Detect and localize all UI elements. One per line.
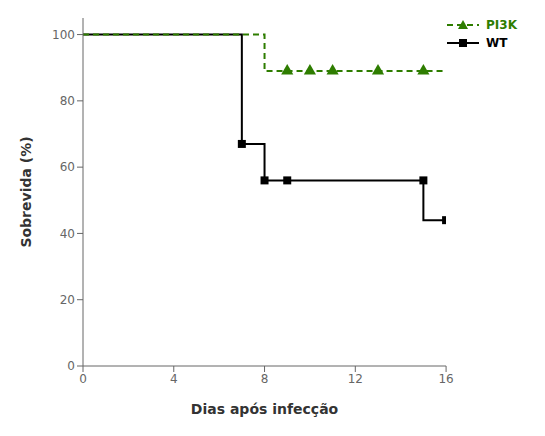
html-text:PI3K: PI3K	[486, 18, 517, 32]
svg-text:0: 0	[67, 359, 75, 373]
svg-text:16: 16	[438, 372, 453, 386]
svg-text:4: 4	[170, 372, 178, 386]
svg-text:20: 20	[60, 293, 75, 307]
html-text:WT: WT	[486, 36, 508, 50]
svg-text:0: 0	[79, 372, 87, 386]
svg-text:100: 100	[52, 28, 75, 42]
svg-text:12: 12	[348, 372, 363, 386]
svg-text:60: 60	[60, 160, 75, 174]
svg-text:Dias após infecção: Dias após infecção	[191, 401, 339, 417]
svg-text:80: 80	[60, 94, 75, 108]
svg-text:Sobrevida (%): Sobrevida (%)	[18, 136, 34, 247]
svg-text:8: 8	[261, 372, 269, 386]
svg-text:40: 40	[60, 227, 75, 241]
